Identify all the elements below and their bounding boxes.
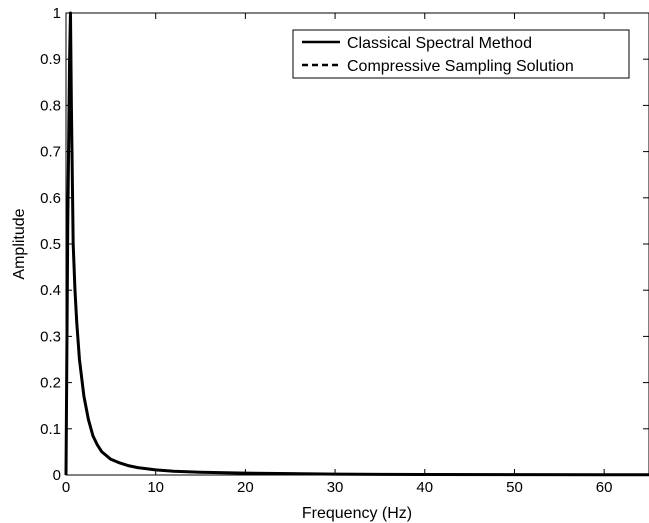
x-tick-label: 0 [62, 479, 70, 496]
y-tick-label: 0.6 [40, 190, 61, 207]
y-tick-label: 0.3 [40, 328, 61, 345]
series-line-compressive [65, 12, 649, 476]
y-axis-label: Amplitude [11, 208, 28, 279]
y-tick-label: 0.2 [40, 375, 61, 392]
x-tick-label: 50 [506, 479, 523, 496]
y-tick-label: 0.7 [40, 144, 61, 161]
legend-label-classical: Classical Spectral Method [347, 35, 532, 52]
x-tick-label: 40 [416, 479, 433, 496]
legend-label-compressive: Compressive Sampling Solution [347, 58, 574, 75]
y-tick-label: 0 [53, 467, 61, 484]
legend-box [292, 29, 630, 79]
x-tick-label: 10 [147, 479, 164, 496]
series-layer [64, 11, 649, 477]
y-tick-label: 1 [53, 5, 61, 22]
y-tick-label: 0.4 [40, 282, 61, 299]
plot-area [65, 12, 649, 476]
y-tick-label: 0.5 [40, 236, 61, 253]
x-tick-label: 60 [596, 479, 613, 496]
x-axis-label: Frequency (Hz) [302, 505, 412, 522]
legend: Classical Spectral Method Compressive Sa… [292, 29, 630, 79]
x-tick-label: 30 [327, 479, 344, 496]
y-tick-label: 0.8 [40, 97, 61, 114]
x-axis-ticks: 0 10 20 30 40 50 60 [62, 13, 613, 496]
y-axis-ticks: 0 0.1 0.2 0.3 0.4 0.5 0.6 0.7 0.8 0.9 1 [40, 5, 649, 484]
x-tick-label: 20 [237, 479, 254, 496]
y-tick-label: 0.1 [40, 421, 61, 438]
y-tick-label: 0.9 [40, 51, 61, 68]
